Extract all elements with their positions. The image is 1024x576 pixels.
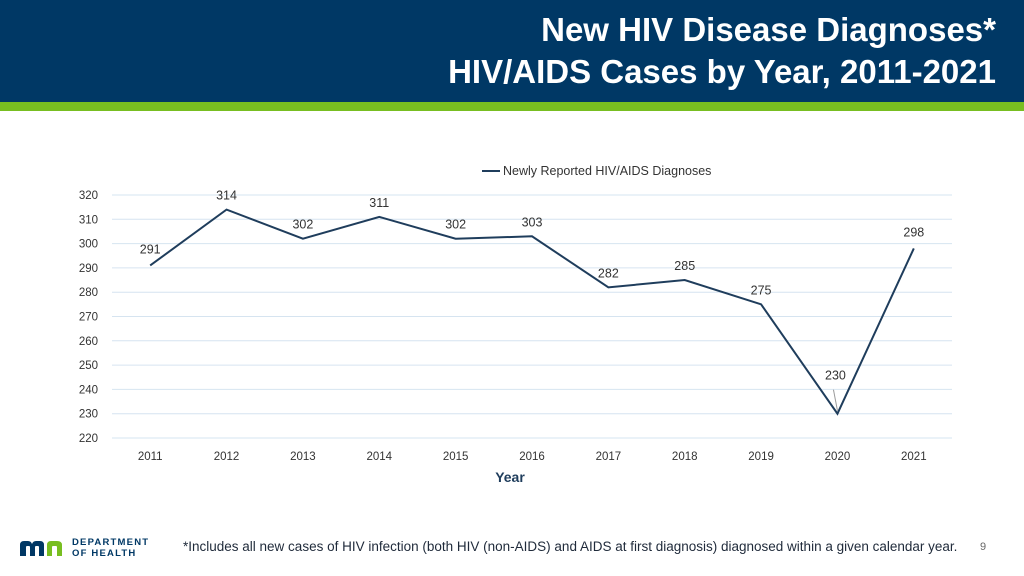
y-tick-label: 240 xyxy=(79,384,98,396)
y-tick-label: 250 xyxy=(79,360,98,372)
y-tick-label: 320 xyxy=(79,190,98,202)
data-label: 303 xyxy=(522,215,543,229)
footnote: *Includes all new cases of HIV infection… xyxy=(183,539,958,554)
x-tick-label: 2012 xyxy=(214,451,240,463)
x-tick-label: 2014 xyxy=(366,451,392,463)
y-tick-label: 290 xyxy=(79,263,98,275)
x-tick-label: 2020 xyxy=(825,451,851,463)
data-label-leader xyxy=(832,389,838,411)
y-tick-label: 300 xyxy=(79,239,98,251)
x-tick-label: 2019 xyxy=(748,451,774,463)
x-axis-label: Year xyxy=(495,469,525,485)
data-label: 311 xyxy=(369,196,389,210)
mn-department-of-health-logo xyxy=(20,541,62,556)
y-tick-label: 280 xyxy=(79,287,98,299)
logo-text: DEPARTMENT OF HEALTH xyxy=(72,537,149,559)
header-accent-stripe xyxy=(0,102,1024,111)
data-label: 298 xyxy=(903,225,924,239)
data-label: 282 xyxy=(598,266,619,280)
logo-text-line2: OF HEALTH xyxy=(72,548,137,559)
x-tick-label: 2018 xyxy=(672,451,698,463)
x-tick-label: 2013 xyxy=(290,451,316,463)
y-tick-label: 230 xyxy=(79,409,98,421)
legend-label: Newly Reported HIV/AIDS Diagnoses xyxy=(503,164,711,178)
page-number: 9 xyxy=(980,541,987,553)
x-tick-label: 2016 xyxy=(519,451,545,463)
data-label: 230 xyxy=(825,369,846,383)
logo-text-line1: DEPARTMENT xyxy=(72,537,150,548)
series-line xyxy=(149,208,915,416)
x-tick-label: 2021 xyxy=(901,451,927,463)
line-chart: 220 230 240 250 260 270 280 290 300 310 320 2011 201… xyxy=(79,164,952,485)
x-tick-label: 2015 xyxy=(443,451,469,463)
y-tick-label: 220 xyxy=(79,433,98,445)
x-tick-label: 2011 xyxy=(138,451,163,463)
y-tick-label: 270 xyxy=(79,312,98,324)
y-tick-label: 260 xyxy=(79,336,98,348)
data-label: 302 xyxy=(445,218,466,232)
x-tick-label: 2017 xyxy=(596,451,622,463)
data-label: 302 xyxy=(292,218,313,232)
header-banner xyxy=(0,0,1024,102)
y-tick-label: 310 xyxy=(79,214,98,226)
data-label: 291 xyxy=(140,242,161,256)
data-label: 285 xyxy=(674,259,695,273)
data-label: 314 xyxy=(216,189,237,203)
slide-title-line2: HIV/AIDS Cases by Year, 2011-2021 xyxy=(448,53,996,90)
slide-title-line1: New HIV Disease Diagnoses* xyxy=(541,11,996,48)
data-label: 275 xyxy=(751,283,772,297)
